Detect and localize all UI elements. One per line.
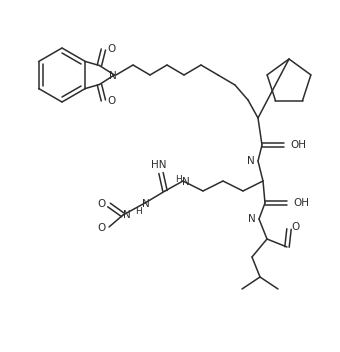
Text: N: N (109, 71, 117, 81)
Text: N: N (247, 156, 255, 166)
Text: HN: HN (151, 160, 167, 170)
Text: N: N (142, 199, 150, 209)
Text: OH: OH (290, 140, 306, 150)
Text: N: N (248, 214, 256, 224)
Text: N: N (182, 177, 190, 187)
Text: O: O (98, 223, 106, 233)
Text: OH: OH (293, 198, 309, 208)
Text: N: N (123, 210, 131, 220)
Text: O: O (107, 44, 116, 54)
Text: H: H (176, 175, 182, 183)
Text: H: H (136, 207, 142, 215)
Text: O: O (292, 222, 300, 232)
Text: O: O (98, 199, 106, 209)
Text: O: O (107, 96, 116, 107)
